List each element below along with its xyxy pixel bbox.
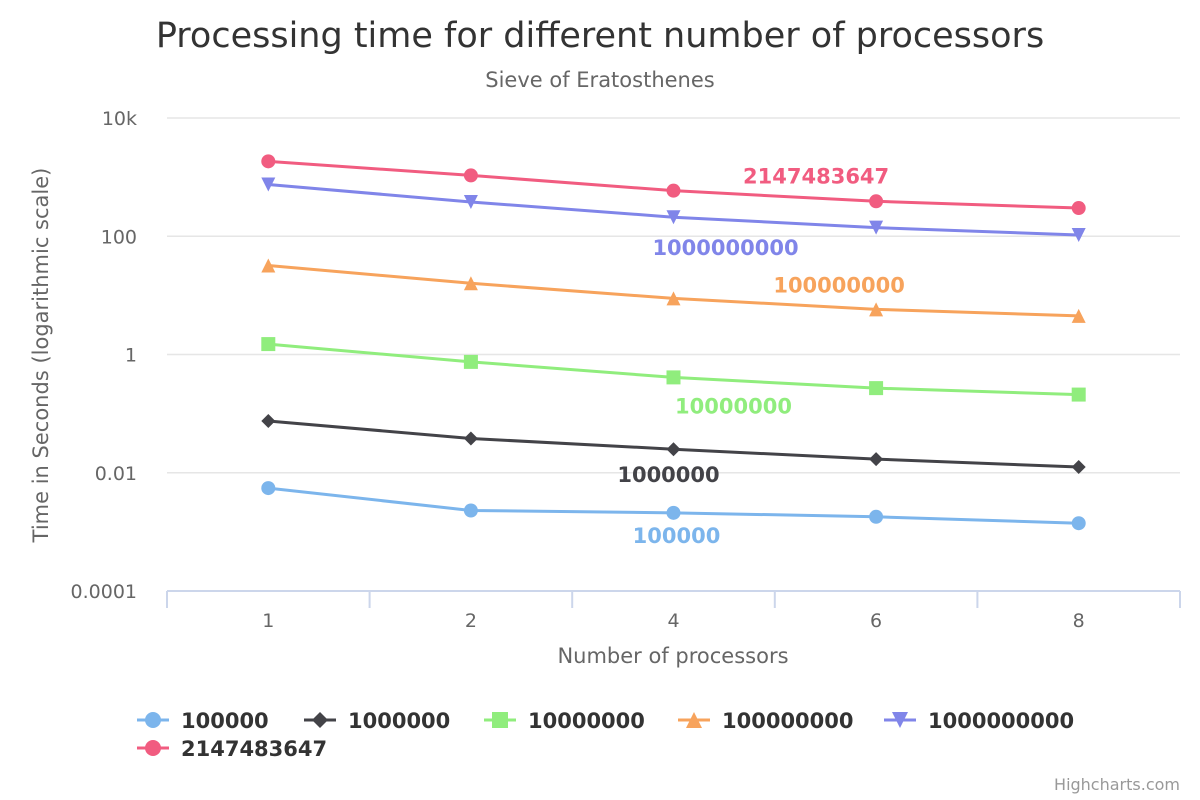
legend-marker[interactable] [145,740,161,756]
data-point[interactable] [666,442,681,457]
series-label: 100000 [633,524,721,548]
legend-item-100000[interactable]: 100000 [137,709,269,733]
data-point[interactable] [261,258,276,273]
series-label: 1000000000 [652,236,798,260]
data-point[interactable] [261,154,276,169]
x-axis: 1 2 4 6 8 [166,590,1181,632]
data-point[interactable] [869,194,884,209]
series-10000000 [261,337,1086,402]
legend-marker[interactable] [686,712,702,728]
series-label: 10000000 [675,394,792,418]
data-point[interactable] [261,337,276,352]
y-tick-label: 1 [125,345,137,367]
data-point[interactable] [869,302,884,317]
data-point[interactable] [1071,308,1086,323]
data-point[interactable] [666,370,681,385]
legend-label[interactable]: 2147483647 [181,737,327,761]
series-line [268,264,1079,318]
data-point[interactable] [1071,227,1086,242]
y-tick-label: 0.01 [95,463,137,485]
x-tick-label: 2 [465,610,477,632]
series-label: 2147483647 [743,164,889,188]
legend-item-1000000[interactable]: 1000000 [304,709,450,733]
x-tick-label: 6 [870,610,882,632]
data-point[interactable] [463,431,478,446]
y-axis: 0.0001 0.01 1 100 10k [71,108,137,603]
legend-marker[interactable] [312,712,328,728]
x-axis-title: Number of processors [557,644,788,668]
legend-marker[interactable] [892,712,908,728]
y-tick-label: 0.0001 [71,581,137,603]
legend-label[interactable]: 100000000 [722,709,854,733]
data-point[interactable] [869,381,884,396]
data-point[interactable] [1071,201,1086,216]
chart-title: Processing time for different number of … [156,16,1044,56]
legend-marker[interactable] [145,712,161,728]
series-label: 1000000 [617,463,719,487]
y-tick-label: 100 [101,226,137,248]
series-1000000 [261,414,1086,475]
x-tick-label: 1 [262,610,274,632]
data-point[interactable] [261,414,276,429]
data-point[interactable] [869,220,884,235]
chart-subtitle: Sieve of Eratosthenes [485,68,714,92]
series-group [261,154,1086,531]
series-100000000 [261,258,1086,323]
series-label: 100000000 [773,273,905,297]
data-point[interactable] [666,183,681,198]
legend: 100000 1000000 10000000 100000000 1000000000… [137,709,1074,761]
legend-label[interactable]: 1000000 [348,709,450,733]
data-point[interactable] [463,354,478,369]
data-point[interactable] [1071,387,1086,402]
x-tick-label: 4 [667,610,679,632]
legend-label[interactable]: 100000 [181,709,269,733]
legend-label[interactable]: 10000000 [528,709,645,733]
data-point[interactable] [463,168,478,183]
grid-lines [167,117,1180,474]
data-point[interactable] [463,503,478,518]
legend-label[interactable]: 1000000000 [928,709,1074,733]
series-1000000000 [261,177,1086,242]
data-point[interactable] [261,177,276,192]
data-point[interactable] [869,509,884,524]
data-point[interactable] [1071,460,1086,475]
legend-item-2147483647[interactable]: 2147483647 [137,737,327,761]
data-point[interactable] [666,291,681,306]
credits-link[interactable]: Highcharts.com [1054,775,1180,794]
legend-item-100000000[interactable]: 100000000 [678,709,854,733]
data-point[interactable] [463,276,478,291]
legend-item-1000000000[interactable]: 1000000000 [884,709,1074,733]
y-axis-title: Time in Seconds (logarithmic scale) [29,168,53,544]
data-point[interactable] [1071,516,1086,531]
x-tick-label: 8 [1073,610,1085,632]
series-line [268,342,1079,397]
data-point[interactable] [666,505,681,520]
data-point[interactable] [666,210,681,225]
series-100000 [261,481,1086,531]
legend-marker[interactable] [492,712,508,728]
series-2147483647 [261,154,1086,216]
data-point[interactable] [869,452,884,467]
data-point[interactable] [463,194,478,209]
y-tick-label: 10k [102,108,137,130]
series-labels: 100000 1000000 10000000 100000000 1000000000… [617,164,905,548]
data-point[interactable] [261,481,276,496]
legend-item-10000000[interactable]: 10000000 [484,709,645,733]
